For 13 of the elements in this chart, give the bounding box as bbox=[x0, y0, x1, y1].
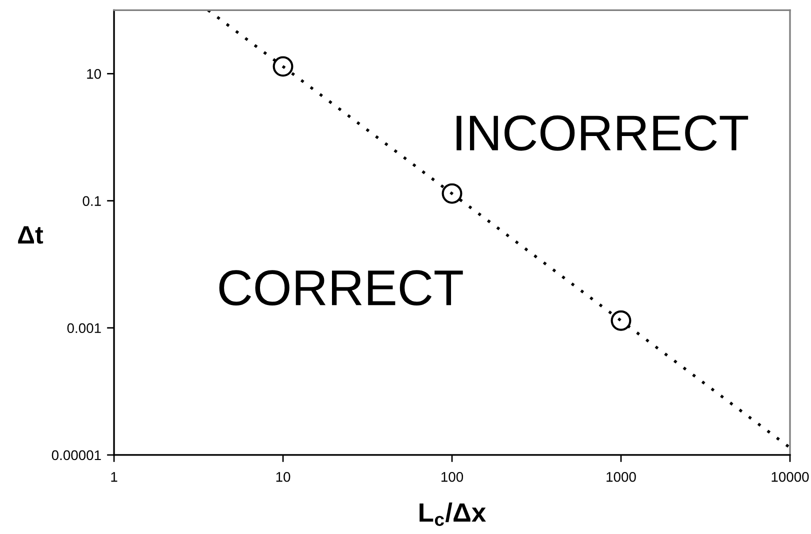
annotation: CORRECT bbox=[219, 270, 463, 306]
y-tick-label: 10 bbox=[87, 69, 101, 79]
y-axis-title: Δt bbox=[18, 226, 44, 244]
x-tick-label: 10 bbox=[276, 472, 290, 482]
annotation: INCORRECT bbox=[456, 115, 748, 151]
x-tick-label: 1000 bbox=[606, 472, 636, 482]
x-tick-label: 100 bbox=[441, 472, 464, 482]
x-tick-label: 1 bbox=[111, 472, 118, 482]
y-tick-label: 0.00001 bbox=[52, 450, 101, 460]
x-tick-label: 10000 bbox=[772, 472, 809, 482]
y-tick-label: 0.1 bbox=[82, 196, 101, 206]
y-tick-label: 0.001 bbox=[67, 323, 101, 334]
x-axis-title: L$_{c}$/Δx bbox=[420, 502, 486, 526]
